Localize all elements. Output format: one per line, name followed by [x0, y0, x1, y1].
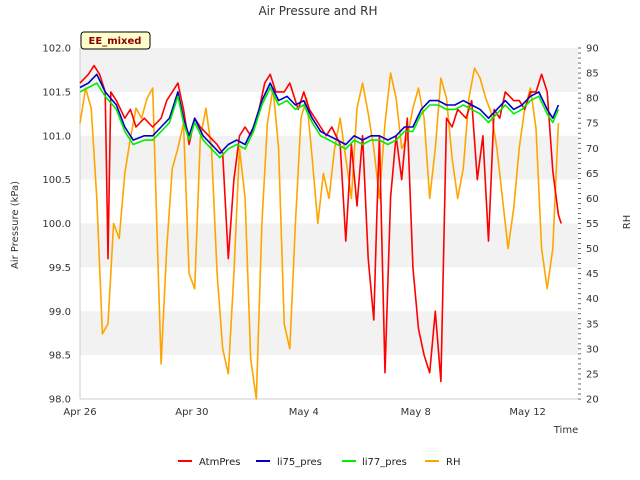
y-tick-label: 100.5	[42, 175, 71, 186]
x-tick-label: May 4	[289, 407, 319, 418]
series-line-li77_pres	[79, 82, 560, 159]
badge-label: EE_mixed	[89, 36, 142, 47]
y2-tick-label: 60	[586, 194, 599, 205]
y2-tick-label: 85	[586, 69, 599, 80]
y2-tick-label: 65	[586, 169, 599, 180]
x-tick-label: Apr 30	[175, 407, 208, 418]
y2-tick-label: 70	[586, 144, 599, 155]
x-tick-label: May 8	[401, 407, 431, 418]
x-axis-title: Time	[553, 425, 578, 436]
y2-tick-label: 35	[586, 319, 599, 330]
grid-band	[80, 135, 578, 180]
y-axis-title: Air Pressure (kPa)	[10, 181, 21, 269]
grid-band	[80, 48, 578, 92]
y-tick-label: 99.5	[49, 263, 71, 274]
y2-tick-label: 55	[586, 219, 599, 230]
grid-band	[80, 223, 578, 268]
x-tick-labels: Apr 26 Apr 30 May 4 May 8 May 12	[63, 407, 546, 418]
x-tick-label: May 12	[509, 407, 546, 418]
y-tick-label: 101.5	[42, 87, 71, 98]
y2-axis-title: RH	[622, 215, 633, 229]
y2-tick-label: 45	[586, 269, 599, 280]
series-line-atmpres	[79, 64, 562, 383]
series-lines	[79, 64, 562, 400]
y-tick-labels: 102.0 101.5 101.0 100.5 100.0 99.5 99.0 98.5 98.…	[42, 44, 71, 406]
y2-tick-label: 40	[586, 294, 599, 305]
y2-tick-label: 90	[586, 44, 599, 55]
x-tick-label: Apr 26	[63, 407, 96, 418]
y-tick-label: 102.0	[42, 44, 71, 55]
y2-tick-labels: 90 85 80 75 70 65 60 55 50 45 40 35 30 25 20	[578, 44, 599, 406]
legend-label-rh: RH	[446, 457, 460, 468]
y2-tick-label: 20	[586, 395, 599, 406]
badge-box	[80, 31, 151, 50]
y-tick-label: 101.0	[42, 131, 71, 142]
grid-band	[80, 311, 578, 356]
series-line-li75_pres	[79, 73, 560, 155]
y-tick-label: 98.5	[49, 351, 71, 362]
y2-tick-label: 75	[586, 119, 599, 130]
y2-tick-label: 80	[586, 94, 599, 105]
legend-label-li77: li77_pres	[362, 457, 407, 468]
y2-tick-label: 25	[586, 369, 599, 380]
legend-label-li75: li75_pres	[277, 457, 322, 468]
chart-title: Air Pressure and RH	[258, 4, 377, 18]
y-tick-label: 100.0	[42, 219, 71, 230]
legend-label-atmpres: AtmPres	[199, 457, 240, 468]
station-badge: EE_mixed	[80, 31, 151, 50]
legend: AtmPres li75_pres li77_pres RH	[178, 457, 460, 468]
y-tick-label: 99.0	[49, 307, 71, 318]
y2-tick-label: 30	[586, 344, 599, 355]
y2-tick-label: 50	[586, 244, 599, 255]
y-tick-label: 98.0	[49, 395, 71, 406]
series-line-rh	[79, 67, 560, 400]
